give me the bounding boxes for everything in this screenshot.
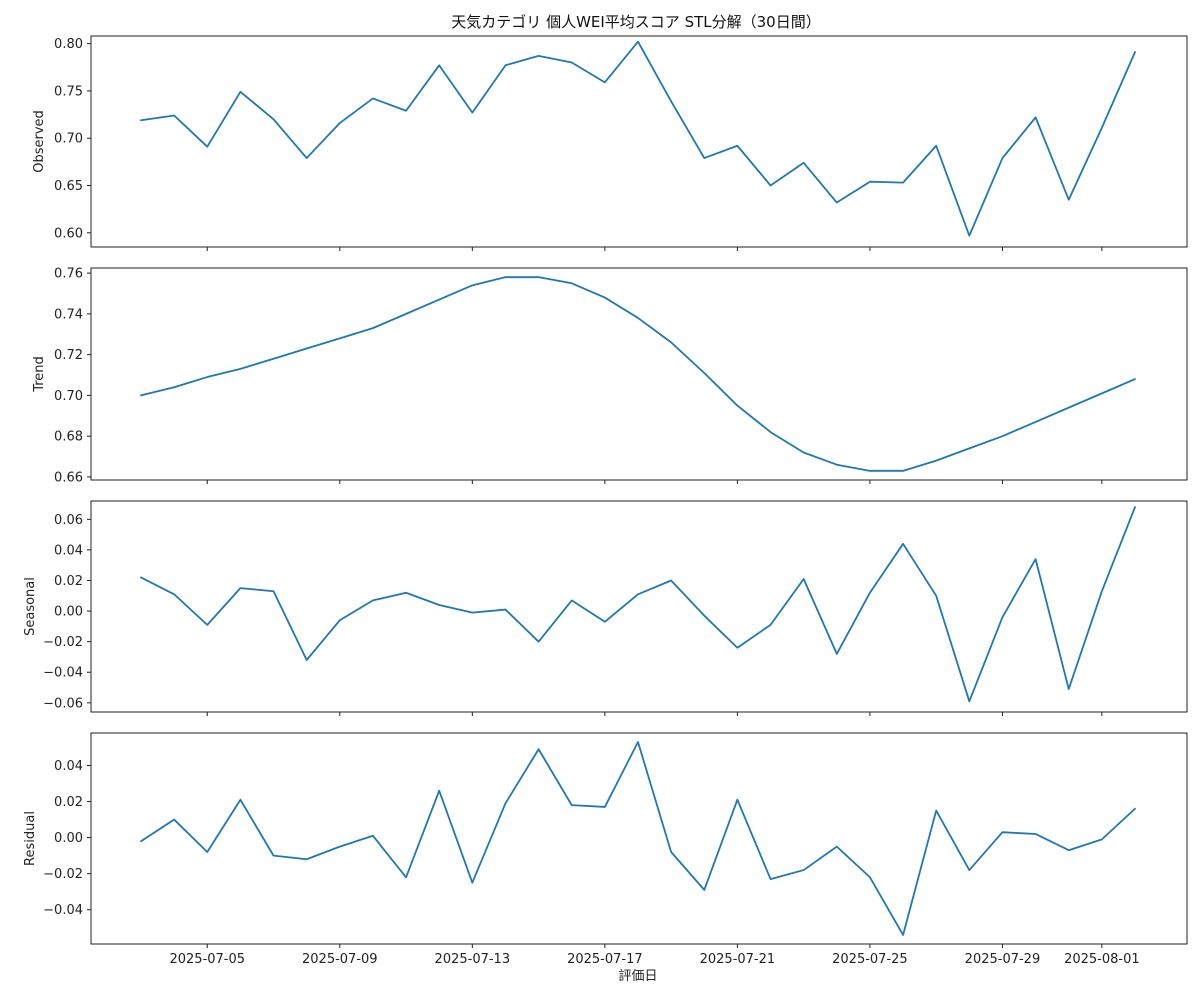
panel-frame xyxy=(90,267,1188,481)
y-tick-label: 0.00 xyxy=(54,605,83,620)
x-tick-label: 2025-07-17 xyxy=(567,952,643,967)
y-tick-label: 0.06 xyxy=(54,513,83,528)
y-tick-label: −0.06 xyxy=(43,696,83,711)
x-axis-label: 評価日 xyxy=(618,969,657,984)
y-tick-label: 0.02 xyxy=(54,574,83,589)
y-tick-label: −0.04 xyxy=(43,903,83,918)
y-tick-label: 0.04 xyxy=(54,759,83,774)
y-axis-label: Trend xyxy=(32,356,47,393)
panel-seasonal: −0.06 −0.04 −0.02 0.00 0.02 0.04 0.06 Seasonal xyxy=(23,500,1188,716)
y-tick-label: 0.74 xyxy=(54,307,83,322)
y-tick-label: 0.02 xyxy=(54,795,83,810)
y-tick-label: 0.65 xyxy=(54,179,83,194)
y-tick-label: 0.76 xyxy=(54,267,83,282)
y-tick-label: 0.68 xyxy=(54,430,83,445)
panel-frame xyxy=(90,732,1188,945)
chart-title: 天気カテゴリ 個人WEI平均スコア STL分解（30日間） xyxy=(451,13,820,31)
y-tick-label: 0.72 xyxy=(54,348,83,363)
x-tick-label: 2025-07-29 xyxy=(965,952,1041,967)
x-tick-label: 2025-07-21 xyxy=(700,952,776,967)
panel-frame xyxy=(90,500,1188,713)
y-tick-label: 0.70 xyxy=(54,132,83,147)
y-axis-label: Seasonal xyxy=(23,577,38,636)
y-tick-label: 0.66 xyxy=(54,470,83,485)
y-tick-label: −0.04 xyxy=(43,666,83,681)
y-axis-label: Residual xyxy=(23,811,38,866)
series-line-residual xyxy=(140,741,1136,936)
panel-observed: 0.60 0.65 0.70 0.75 0.80 Observed xyxy=(32,35,1188,251)
x-tick-label: 2025-08-01 xyxy=(1064,952,1140,967)
y-tick-label: −0.02 xyxy=(43,867,83,882)
y-tick-label: 0.70 xyxy=(54,389,83,404)
y-axis-label: Observed xyxy=(32,110,47,173)
y-tick-label: 0.75 xyxy=(54,84,83,99)
y-tick-label: −0.02 xyxy=(43,635,83,650)
x-tick-label: 2025-07-25 xyxy=(832,952,908,967)
y-tick-label: 0.60 xyxy=(54,226,83,241)
y-tick-label: 0.00 xyxy=(54,831,83,846)
x-tick-label: 2025-07-09 xyxy=(302,952,378,967)
panel-residual: −0.04 −0.02 0.00 0.02 0.04 Residual 2025-07-05… xyxy=(23,732,1188,967)
y-tick-label: 0.80 xyxy=(54,37,83,52)
x-tick-label: 2025-07-05 xyxy=(169,952,245,967)
panel-frame xyxy=(90,35,1188,248)
y-tick-label: 0.04 xyxy=(54,543,83,558)
series-line-seasonal xyxy=(140,506,1136,703)
x-tick-label: 2025-07-13 xyxy=(435,952,511,967)
series-line-observed xyxy=(140,40,1136,237)
series-line-trend xyxy=(140,276,1136,472)
panel-trend: 0.66 0.68 0.70 0.72 0.74 0.76 Trend xyxy=(32,267,1188,485)
